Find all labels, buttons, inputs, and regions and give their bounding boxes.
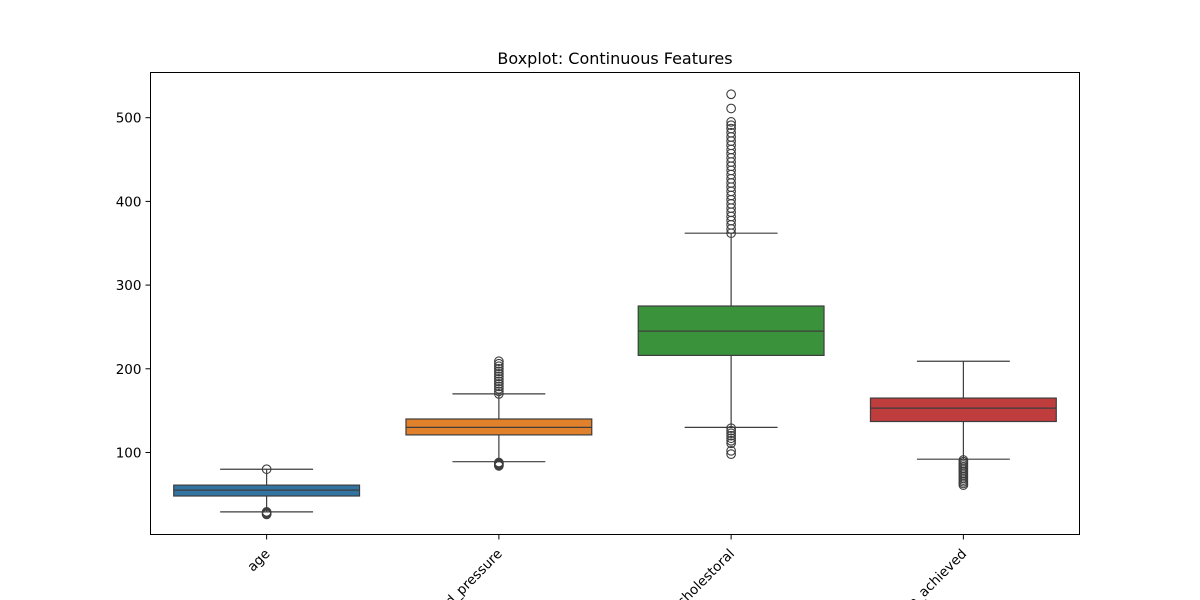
plot-area-frame (150, 72, 1080, 535)
outlier-point (726, 433, 736, 444)
x-axis: age d_pressure cholestoral e_achieved (244, 534, 970, 600)
outlier-point (726, 423, 736, 434)
outlier-point (494, 373, 504, 384)
outlier-point (726, 445, 736, 456)
box-serum-cholestoral (637, 89, 825, 460)
outlier-point (494, 361, 504, 372)
outlier-point (726, 425, 736, 436)
y-tick-label: 500 (116, 111, 142, 127)
y-tick-label: 400 (116, 194, 142, 210)
outlier-point (726, 120, 736, 131)
x-category-label: age (244, 546, 273, 575)
y-tick-label: 100 (116, 445, 142, 461)
outlier-point (726, 438, 736, 449)
outlier-point (726, 123, 736, 134)
outlier-point (726, 117, 736, 127)
outlier-point (261, 507, 272, 517)
outlier-point (494, 389, 504, 399)
y-tick-label: 200 (116, 362, 142, 378)
x-category-label: d_pressure (442, 546, 505, 600)
outlier-point (494, 366, 504, 377)
outlier-point (494, 384, 504, 394)
outlier-point (494, 381, 504, 392)
x-category-label: cholestoral (674, 546, 738, 600)
outlier-point (494, 378, 504, 389)
outlier-point (726, 428, 736, 439)
outlier-point (261, 464, 272, 475)
outlier-point (726, 89, 736, 100)
box-max-heart-rate-achieved (869, 360, 1057, 490)
outlier-point (494, 371, 504, 382)
y-tick-label: 300 (116, 278, 142, 294)
outlier-point (494, 363, 504, 374)
x-category-label: e_achieved (905, 546, 970, 600)
iqr-box (869, 397, 1057, 423)
outlier-point (726, 449, 736, 460)
outlier-point (726, 127, 736, 138)
outlier-point (958, 455, 969, 465)
box-resting-blood-pressure (405, 356, 593, 471)
outlier-point (726, 103, 736, 114)
box-age (173, 464, 361, 520)
outlier-point (494, 457, 504, 468)
chart-title: Boxplot: Continuous Features (497, 49, 732, 68)
outlier-point (494, 356, 504, 367)
outlier-point (494, 358, 504, 369)
box-series (173, 89, 1057, 520)
y-axis: 100 200 300 400 500 (116, 111, 151, 461)
outlier-point (494, 368, 504, 379)
outlier-point (726, 430, 736, 441)
outlier-point (494, 386, 504, 397)
outlier-point (494, 376, 504, 387)
outlier-point (726, 435, 736, 446)
